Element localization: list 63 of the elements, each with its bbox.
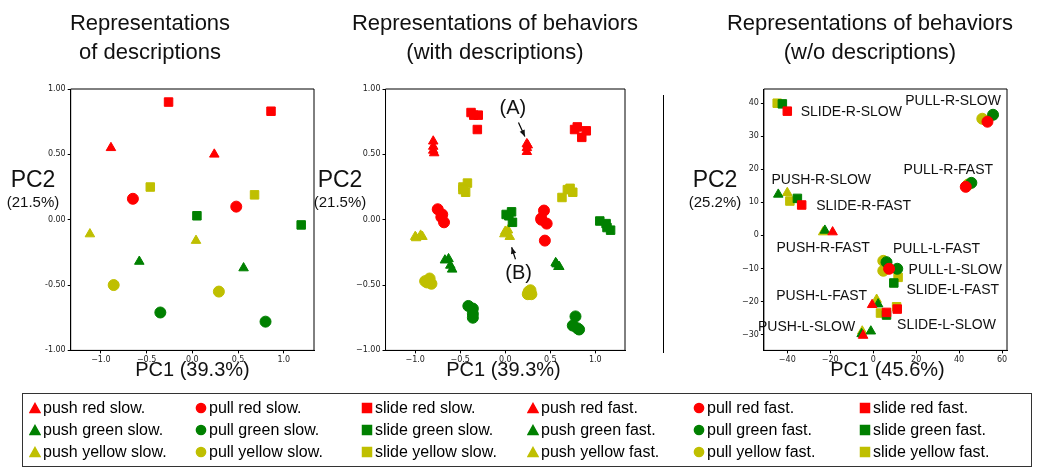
- legend-label: pull red slow.: [209, 398, 302, 418]
- y-tick-label: 20: [748, 164, 759, 174]
- y-axis-title: PC2 (21.5%): [312, 166, 368, 211]
- y-tick-label: 1.00: [47, 84, 66, 94]
- annotation: PUSH-R-SLOW: [771, 170, 872, 187]
- legend-label: pull red fast.: [707, 398, 795, 418]
- chart-title: Representations of behaviors (w/o descriptions): [725, 9, 1015, 66]
- y-tick-label: 30: [748, 131, 759, 141]
- y-tick-label: 0.00: [362, 214, 381, 224]
- x-tick-label: 40: [954, 355, 965, 365]
- y-tick-label: 0.00: [47, 214, 66, 224]
- x-tick-label: 0: [870, 355, 876, 365]
- legend-label: pull green slow.: [209, 420, 320, 440]
- legend-label: slide red fast.: [873, 398, 969, 418]
- y-tick-label: 10: [748, 197, 759, 207]
- annotation: (A): [499, 96, 527, 119]
- y-tick-label: 40: [748, 98, 759, 108]
- legend-label: slide red slow.: [375, 398, 476, 418]
- x-tick-label: −1.0: [91, 355, 111, 365]
- y-tick-label: −10: [741, 263, 759, 273]
- legend-label: push green slow.: [43, 420, 164, 440]
- legend-label: slide yellow fast.: [873, 442, 990, 462]
- annotation: PULL-L-SLOW: [908, 260, 1003, 277]
- y-tick-label: 0.50: [47, 149, 66, 159]
- annotation: PUSH-L-FAST: [776, 287, 868, 304]
- legend-label: push green fast.: [541, 420, 656, 440]
- y-tick-label: 0: [753, 230, 759, 240]
- y-axis-title: PC2 (21.5%): [5, 166, 61, 211]
- x-tick-label: 60: [996, 355, 1008, 365]
- y-tick-label: 1.00: [362, 84, 381, 94]
- annotation: SLIDE-L-FAST: [906, 280, 1000, 297]
- annotation: SLIDE-R-SLOW: [800, 103, 903, 119]
- y-tick-label: −1.00: [356, 345, 381, 355]
- legend-label: pull yellow fast.: [707, 442, 816, 462]
- annotation: PULL-R-SLOW: [905, 91, 1002, 108]
- legend-label: push red fast.: [541, 398, 638, 418]
- legend-label: push red slow.: [43, 398, 146, 418]
- legend-label: slide yellow slow.: [375, 442, 497, 462]
- legend-label: pull yellow slow.: [209, 442, 323, 462]
- y-tick-label: −30: [741, 329, 759, 339]
- annotation: (B): [505, 260, 532, 283]
- y-tick-label: −0.50: [356, 280, 381, 290]
- annotation: SLIDE-L-SLOW: [897, 315, 997, 332]
- x-tick-label: −40: [778, 355, 796, 365]
- annotation: PULL-R-FAST: [903, 160, 994, 177]
- annotation: PULL-L-FAST: [892, 240, 981, 257]
- y-tick-label: −20: [741, 296, 759, 306]
- legend-label: pull green fast.: [707, 420, 812, 440]
- chart-title: Representations of descriptions: [68, 9, 232, 66]
- legend-label: push yellow fast.: [541, 442, 660, 462]
- legend-label: push yellow slow.: [43, 442, 167, 462]
- y-tick-label: 0.50: [362, 149, 381, 159]
- y-axis-title: PC2 (25.2%): [687, 166, 743, 211]
- x-tick-label: 1.0: [588, 355, 602, 365]
- chart-title: Representations of behaviors (with descriptions): [350, 9, 640, 66]
- x-tick-label: −1.0: [405, 355, 425, 365]
- legend-label: slide green slow.: [375, 420, 494, 440]
- legend-label: slide green fast.: [873, 420, 986, 440]
- y-tick-label: -1.00: [45, 345, 66, 355]
- y-tick-label: -0.50: [45, 280, 66, 290]
- annotation: SLIDE-R-FAST: [816, 196, 912, 213]
- annotation: PUSH-R-FAST: [776, 238, 871, 255]
- x-tick-label: 1.0: [277, 355, 291, 365]
